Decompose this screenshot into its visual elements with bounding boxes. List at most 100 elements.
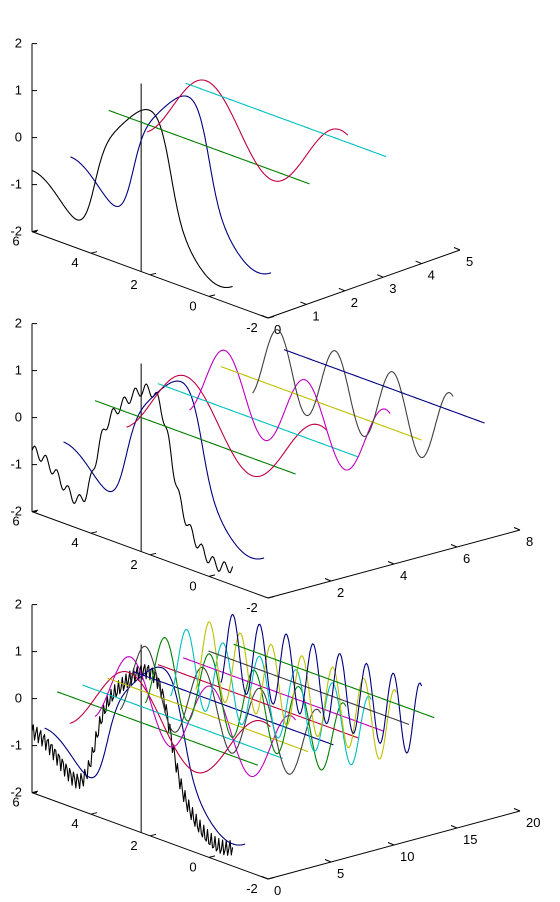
x-tick-label: 2 xyxy=(337,585,344,600)
z-tick-label: 1 xyxy=(15,83,22,98)
series-line-5 xyxy=(189,349,391,471)
series-line-0 xyxy=(31,109,233,289)
z-tick-label: -2 xyxy=(10,224,22,239)
x-tick-mark xyxy=(324,859,332,863)
x-axis-line xyxy=(267,249,461,319)
y-tick-label: -2 xyxy=(246,600,258,615)
y-tick-label: 4 xyxy=(71,255,78,270)
series-line-0 xyxy=(31,383,234,574)
z-tick-label: -2 xyxy=(10,504,22,519)
y-tick-label: 0 xyxy=(189,859,196,874)
x-tick-mark xyxy=(338,287,345,292)
y-tick-label: 4 xyxy=(71,535,78,550)
series-line-1 xyxy=(70,95,272,275)
series-line-12 xyxy=(183,657,384,732)
y-tick-label: 2 xyxy=(130,557,137,572)
x-tick-label: 5 xyxy=(466,254,473,269)
series-line-3 xyxy=(147,79,349,182)
x-tick-label: 4 xyxy=(428,268,435,283)
series-line-3 xyxy=(69,671,271,774)
series-line-9 xyxy=(144,637,347,771)
series-line-4 xyxy=(82,684,284,759)
z-tick-label: -1 xyxy=(10,177,22,192)
z-tick-label: 1 xyxy=(15,644,22,659)
series-line-1 xyxy=(63,380,265,560)
series-line-16 xyxy=(233,643,435,719)
y-tick-mark xyxy=(267,316,275,319)
series-line-7 xyxy=(119,645,322,775)
z-tick-label: 1 xyxy=(15,363,22,378)
y-tick-label: 6 xyxy=(12,514,19,529)
y-tick-label: 4 xyxy=(71,816,78,831)
y-tick-mark xyxy=(90,531,98,534)
y-tick-mark xyxy=(31,509,39,513)
x-tick-mark xyxy=(415,260,422,265)
y-tick-label: 0 xyxy=(189,298,196,313)
x-tick-mark xyxy=(450,544,458,548)
z-tick-label: 2 xyxy=(15,36,22,51)
z-tick-label: 0 xyxy=(15,410,22,425)
x-tick-mark xyxy=(300,301,307,305)
series-line-8 xyxy=(283,349,485,424)
series-line-4 xyxy=(185,82,387,158)
z-tick-label: 0 xyxy=(15,691,22,706)
series-line-6 xyxy=(107,677,309,753)
x-tick-mark xyxy=(450,825,458,829)
y-tick-mark xyxy=(208,855,216,858)
series-line-0 xyxy=(31,664,234,856)
y-tick-label: -2 xyxy=(246,881,258,896)
x-tick-mark xyxy=(387,561,395,565)
x-tick-label: 8 xyxy=(526,534,533,549)
y-tick-mark xyxy=(149,552,157,556)
x-tick-label: 3 xyxy=(389,281,396,296)
x-tick-mark xyxy=(513,527,521,531)
y-tick-mark xyxy=(267,596,275,599)
x-tick-label: 15 xyxy=(463,832,477,847)
waterfall-plot-2: -2 -1 0 1 2 -2 0 2 4 6 2 4 6 8 xyxy=(10,316,533,615)
x-tick-label: 0 xyxy=(274,883,281,898)
y-tick-mark xyxy=(90,812,98,815)
z-tick-label: 2 xyxy=(15,316,22,331)
series-line-4 xyxy=(157,383,359,458)
series-line-7 xyxy=(252,329,454,459)
series-line-3 xyxy=(126,374,328,478)
z-tick-label: -2 xyxy=(10,785,22,800)
series-line-1 xyxy=(44,666,246,846)
waterfall-plot-3: -2 -1 0 1 2 -2 0 2 4 6 0 5 10 15 20 xyxy=(10,597,540,898)
series-line-14 xyxy=(208,650,410,725)
y-tick-label: 2 xyxy=(130,277,137,292)
x-tick-mark xyxy=(261,315,269,319)
y-tick-mark xyxy=(208,574,216,577)
y-tick-mark xyxy=(31,790,39,794)
y-tick-mark xyxy=(90,251,98,254)
y-tick-mark xyxy=(31,229,39,233)
y-tick-label: 2 xyxy=(130,838,137,853)
x-tick-label: 4 xyxy=(400,568,407,583)
x-tick-mark xyxy=(453,247,461,251)
y-tick-mark xyxy=(149,833,157,837)
series-line-15 xyxy=(220,613,423,754)
x-tick-label: 5 xyxy=(337,866,344,881)
x-tick-label: 6 xyxy=(463,551,470,566)
y-tick-mark xyxy=(267,877,275,880)
series-line-13 xyxy=(195,621,397,760)
x-tick-mark xyxy=(324,578,332,582)
y-tick-mark xyxy=(208,294,216,297)
y-tick-label: 0 xyxy=(189,578,196,593)
series-line-10 xyxy=(157,664,359,739)
x-tick-mark xyxy=(261,876,269,880)
z-tick-label: -1 xyxy=(10,457,22,472)
z-tick-label: 2 xyxy=(15,597,22,612)
y-tick-label: 6 xyxy=(12,795,19,810)
z-tick-label: -1 xyxy=(10,738,22,753)
x-tick-mark xyxy=(387,842,395,846)
series-line-6 xyxy=(220,366,422,441)
x-tick-label: 20 xyxy=(526,815,540,830)
series-line-8 xyxy=(132,670,334,746)
x-tick-mark xyxy=(377,274,384,278)
y-tick-mark xyxy=(149,272,157,276)
x-tick-label: 10 xyxy=(400,849,414,864)
y-tick-label: 6 xyxy=(12,234,19,249)
